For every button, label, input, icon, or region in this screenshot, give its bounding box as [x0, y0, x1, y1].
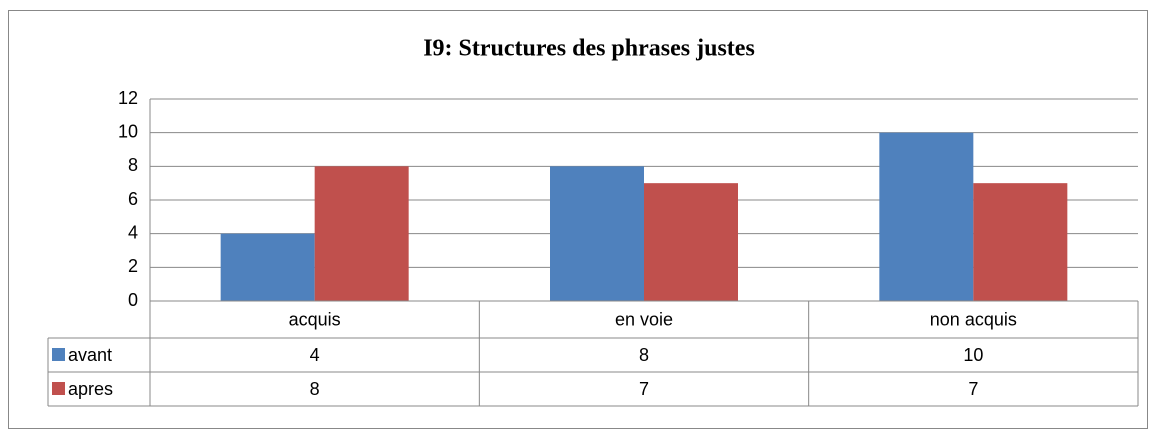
table-value: 10 [963, 345, 983, 365]
y-tick-label: 12 [118, 88, 138, 108]
y-tick-label: 10 [118, 121, 138, 141]
bar [220, 233, 315, 301]
y-tick-label: 0 [128, 290, 138, 310]
chart-title: I9: Structures des phrases justes [423, 36, 755, 62]
y-tick-label: 6 [128, 189, 138, 209]
bar [644, 183, 738, 301]
table-value: 8 [310, 379, 320, 399]
y-tick-label: 8 [128, 155, 138, 175]
legend-key [52, 382, 65, 395]
legend-label: apres [68, 379, 113, 399]
bar [314, 166, 409, 301]
bar [550, 166, 644, 301]
table-value: 7 [968, 379, 978, 399]
bar [973, 183, 1068, 301]
category-label: en voie [615, 309, 673, 329]
bar [879, 132, 974, 301]
y-tick-label: 2 [128, 256, 138, 276]
table-value: 7 [639, 379, 649, 399]
legend-key [52, 348, 65, 361]
category-label: acquis [289, 309, 341, 329]
table-value: 8 [639, 345, 649, 365]
legend-label: avant [68, 345, 112, 365]
category-label: non acquis [930, 309, 1017, 329]
y-tick-label: 4 [128, 222, 138, 242]
table-value: 4 [310, 345, 320, 365]
